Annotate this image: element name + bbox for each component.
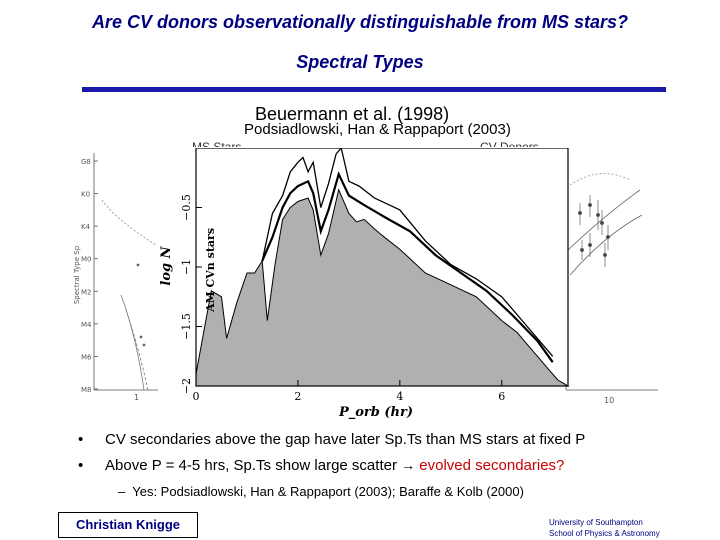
right-fig-point — [606, 235, 610, 239]
bullet-1-text: CV secondaries above the gap have later … — [105, 431, 586, 448]
left-fig-ytick-label: M6 — [81, 353, 92, 361]
left-fig-curve-solid — [120, 294, 145, 391]
left-fig-ytick-label: K0 — [81, 191, 90, 199]
institution: University of Southampton School of Phys… — [549, 517, 660, 539]
right-fig-point — [588, 243, 592, 247]
institution-line-2: School of Physics & Astronomy — [549, 529, 660, 538]
label-cv-donors: CV Donors — [480, 140, 539, 147]
left-fig-point — [139, 335, 143, 339]
chart-xtick-label: 6 — [498, 390, 505, 403]
chart-ytick-label: −1 — [180, 259, 193, 275]
left-fig-xtick: 1 — [134, 393, 139, 400]
chart-ticks: 0 2 4 6 −2 −1.5 −1 −0.5 — [180, 194, 505, 403]
label-ms-stars: MS Stars — [192, 140, 242, 147]
chart-ytick-label: −2 — [180, 378, 193, 394]
slide-subtitle: Spectral Types — [296, 52, 424, 72]
left-spectral-type-figure: Spectral Type Sp G8 K0 K4 M0 M2 M4 M6 M8 1 — [73, 153, 158, 400]
right-fig-point — [580, 248, 584, 252]
sub-bullet-text: Yes: Podsiadlowski, Han & Rappaport (200… — [132, 484, 524, 499]
sub-bullet-dash: – — [118, 484, 126, 499]
right-fig-curve-lower — [569, 214, 643, 276]
chart-xtick-label: 2 — [294, 390, 301, 403]
chart-annotation-amcvn: AM CVn stars — [204, 228, 217, 313]
citation-podsiadlowski: Podsiadlowski, Han & Rappaport (2003) — [244, 121, 511, 138]
chart-xtick-label: 0 — [193, 390, 200, 403]
chart-ytick-label: −0.5 — [180, 194, 193, 221]
chart-series-0 — [195, 188, 570, 387]
left-fig-ytick-label: M4 — [81, 321, 92, 329]
chart-series-2 — [261, 171, 554, 363]
right-cv-donor-figure: 10 — [565, 159, 658, 405]
left-fig-ytick-label: M0 — [81, 256, 92, 264]
bullet-marker: • — [78, 457, 84, 474]
right-fig-point — [600, 221, 604, 225]
chart-ytick-label: −1.5 — [180, 313, 193, 340]
bullet-2: Above P = 4-5 hrs, Sp.Ts show large scat… — [105, 457, 564, 474]
bullet-marker: • — [78, 431, 84, 448]
left-fig-ylabel: Spectral Type Sp — [73, 245, 81, 304]
sub-bullet: – Yes: Podsiadlowski, Han & Rappaport (2… — [118, 484, 524, 499]
right-fig-point — [596, 213, 600, 217]
chart-xlabel: P_orb (hr) — [338, 405, 413, 420]
right-fig-xtick: 10 — [604, 396, 614, 405]
left-fig-tick-labels: G8 K0 K4 M0 M2 M4 M6 M8 — [81, 158, 98, 394]
chart-ylabel: log N — [159, 245, 174, 285]
right-arrow-icon: → — [401, 457, 416, 473]
left-fig-point — [136, 263, 140, 267]
period-distribution-chart: 0 2 4 6 −2 −1.5 −1 −0.5 log N AM CVn stars P_or… — [159, 148, 570, 420]
left-fig-point — [142, 343, 146, 347]
right-fig-point — [578, 211, 582, 215]
title-divider — [82, 87, 666, 92]
bullet-2-text: Above P = 4-5 hrs, Sp.Ts show large scat… — [105, 457, 402, 474]
left-fig-curve-dashed — [101, 199, 157, 246]
left-fig-ytick-label: M8 — [81, 386, 92, 394]
left-fig-curve-lower — [125, 309, 149, 391]
chart-series-group — [195, 148, 570, 387]
left-fig-ytick-label: K4 — [81, 223, 91, 231]
bullet-2-highlight: evolved secondaries? — [415, 457, 565, 474]
right-fig-point — [588, 203, 592, 207]
slide-title: Are CV donors observationally distinguis… — [91, 12, 629, 32]
right-fig-point — [603, 253, 607, 257]
right-fig-curve-upper — [567, 189, 641, 251]
left-fig-ytick-label: M2 — [81, 288, 92, 296]
institution-line-1: University of Southampton — [549, 518, 643, 527]
author-box: Christian Knigge — [58, 512, 198, 538]
right-fig-curve-dashed — [569, 173, 631, 186]
left-fig-ytick-label: G8 — [81, 158, 91, 166]
chart-series-1 — [261, 148, 554, 357]
citation-beuermann: Beuermann et al. (1998) — [255, 104, 450, 124]
chart-xtick-label: 4 — [396, 390, 403, 403]
